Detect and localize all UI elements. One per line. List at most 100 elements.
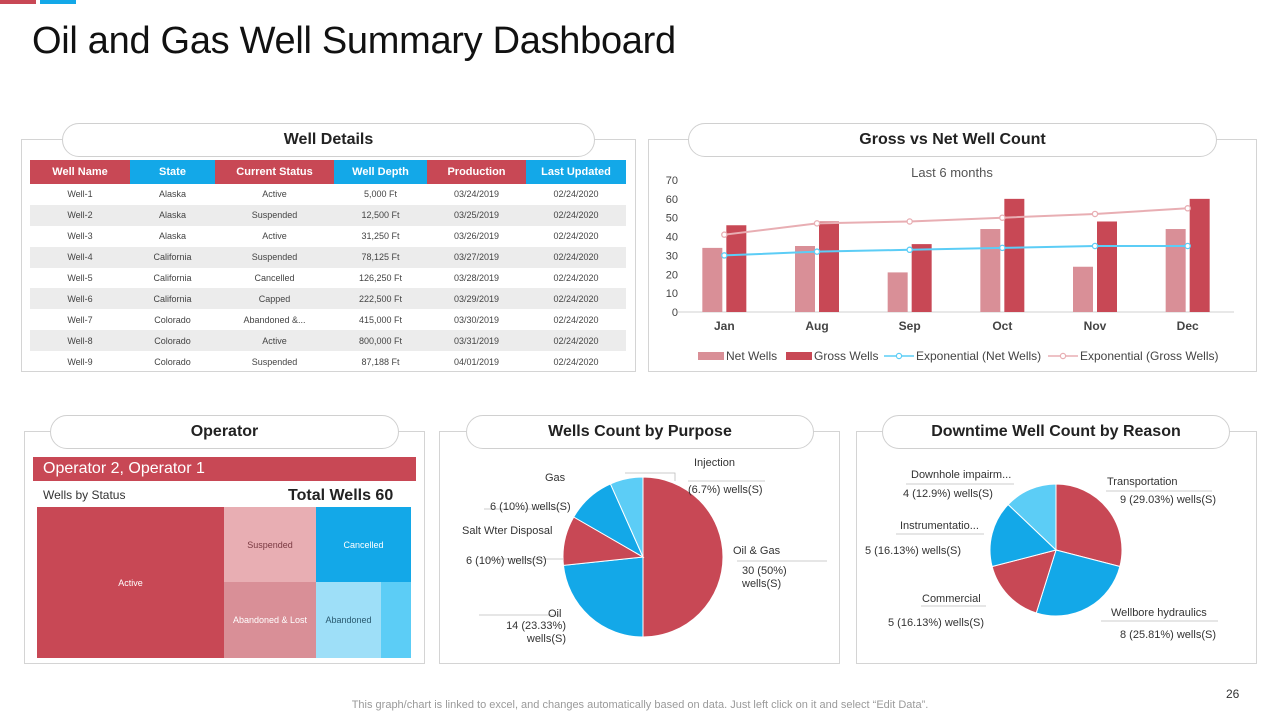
legend-swatch	[786, 352, 812, 360]
table-cell: Active	[215, 330, 334, 352]
y-tick-label: 60	[666, 194, 678, 206]
table-cell: Well-6	[30, 288, 130, 310]
table-cell: 03/26/2019	[453, 231, 500, 242]
well-details-title: Well Details	[62, 123, 595, 157]
leader-lines	[896, 483, 1218, 622]
table-row: Well-7 Colorado Abandoned &... 415,000 Ft 03…	[30, 309, 626, 330]
table-cell: Alaska	[158, 189, 186, 200]
trendline-point	[999, 244, 1006, 252]
pie1-label-oil: Oil	[548, 608, 562, 620]
table-cell: 03/24/2019	[453, 189, 500, 200]
bar-net-wells	[702, 247, 723, 312]
pie-slice-transportation	[1055, 483, 1123, 568]
purpose-pie-chart	[479, 472, 827, 638]
accent-bars	[0, 0, 80, 4]
table-cell: 126,250 Ft	[358, 273, 403, 283]
x-tick-label: Dec	[1177, 319, 1199, 333]
trendline-point	[813, 248, 821, 255]
table-row: Well-9 Colorado Suspended 87,188 Ft 04/01/20…	[30, 351, 626, 372]
pie1-label-salt: Salt Wter Disposal	[462, 525, 553, 537]
table-cell: Colorado	[154, 356, 191, 367]
page-title: Oil and Gas Well Summary Dashboard	[32, 20, 676, 62]
x-tick-label: Oct	[992, 319, 1012, 333]
footer-note: This graph/chart is linked to excel, and…	[351, 699, 929, 711]
trendline-point	[721, 231, 728, 238]
table-cell: 5,000 Ft	[363, 189, 398, 200]
table-cell: Well-5	[67, 273, 93, 283]
table-cell: 02/24/2020	[553, 356, 599, 367]
table-cell: California	[153, 273, 192, 283]
table-cell: 04/01/2019	[453, 356, 500, 367]
pie2-label-commercial: Commercial	[922, 593, 981, 605]
trendline-point	[721, 252, 728, 259]
legend-label: Net Wells	[726, 349, 777, 363]
table-cell: 02/24/2020	[553, 189, 599, 200]
table-cell: Suspended	[251, 356, 298, 367]
pie2-value-transportation: 9 (29.03%) wells(S)	[1120, 494, 1216, 506]
trendline-point	[813, 220, 821, 227]
pie-slice-oil-gas	[642, 476, 724, 638]
table-cell: Suspended	[215, 246, 334, 268]
pie2-value-downhole: 4 (12.9%) wells(S)	[903, 488, 993, 500]
treemap-active: Active	[37, 507, 224, 658]
x-tick-label: Aug	[805, 319, 828, 333]
x-tick-label: Jan	[714, 319, 735, 333]
table-cell: 02/24/2020	[553, 273, 599, 283]
bar-net-wells	[1073, 266, 1093, 312]
table-cell: 222,500 Ft	[334, 288, 427, 310]
table-cell: 03/29/2019	[427, 288, 526, 310]
pie1-value-oilgas-text: 30 (50%) wells(S)	[742, 565, 787, 590]
table-cell: California	[130, 288, 215, 310]
table-cell: 03/30/2019	[453, 314, 500, 325]
table-cell: 02/24/2020	[526, 330, 626, 352]
bar-gross-wells	[1097, 221, 1117, 312]
well-details-table: Well Name State Current Status Well Dept…	[30, 160, 626, 372]
pie-slice-commercial	[991, 549, 1057, 614]
pie2-value-commercial: 5 (16.13%) wells(S)	[888, 617, 984, 629]
x-tick-label: Sep	[899, 319, 921, 333]
pie1-label-injection: Injection	[694, 457, 735, 469]
pie-slice-oil	[562, 556, 644, 638]
pie2-label-wellbore: Wellbore hydraulics	[1111, 607, 1207, 619]
table-cell: Well-9	[67, 356, 93, 367]
page-number: 26	[1226, 687, 1240, 701]
y-tick-label: 0	[672, 307, 678, 319]
table-cell: Colorado	[154, 314, 191, 325]
table-row: Well-4 California Suspended 78,125 Ft 03/27/…	[30, 246, 626, 268]
pie-slice-downhole-impairm	[1007, 483, 1057, 552]
pie-slice-wellbore-hydraulics	[1035, 549, 1121, 617]
pie2-label-downhole: Downhole impairm...	[911, 469, 1012, 481]
trendline-point	[1184, 205, 1191, 212]
pie1-value-gas: 6 (10%) wells(S)	[490, 501, 571, 513]
accent-bar-red	[0, 0, 36, 4]
table-cell: Well-3	[67, 231, 93, 242]
treemap-cancelled: Cancelled	[316, 507, 411, 582]
table-cell: 78,125 Ft	[334, 246, 427, 268]
table-cell: 415,000 Ft	[358, 314, 403, 325]
trendline-net	[724, 245, 1188, 257]
pie-slice-injection	[609, 476, 644, 558]
treemap-suspended: Suspended	[224, 507, 316, 582]
operator-title: Operator	[50, 415, 399, 449]
treemap-abandoned-lost: Abandoned & Lost	[224, 582, 316, 658]
downtime-title: Downtime Well Count by Reason	[882, 415, 1230, 449]
y-tick-label: 20	[666, 269, 678, 281]
table-cell: 800,000 Ft	[334, 330, 427, 352]
trendline-point	[906, 218, 913, 225]
bar-net-wells	[887, 272, 908, 312]
pie2-value-instrumentation: 5 (16.13%) wells(S)	[865, 545, 961, 557]
gross-net-title: Gross vs Net Well Count	[688, 123, 1217, 157]
table-cell: 31,250 Ft	[361, 231, 400, 242]
table-cell: Well-1	[67, 189, 93, 200]
trendline-point	[1091, 242, 1099, 250]
table-cell: Colorado	[130, 330, 215, 352]
bar-net-wells	[980, 229, 1001, 312]
table-cell: Alaska	[130, 204, 215, 226]
pie1-label-oilgas: Oil & Gas	[733, 545, 781, 557]
legend-label: Gross Wells	[814, 349, 878, 363]
table-cell: 02/24/2020	[526, 204, 626, 226]
pie2-label-transportation: Transportation	[1107, 476, 1178, 488]
pie1-value-salt: 6 (10%) wells(S)	[466, 555, 547, 567]
y-tick-label: 40	[666, 232, 678, 244]
column-header: Well Name	[30, 160, 130, 184]
